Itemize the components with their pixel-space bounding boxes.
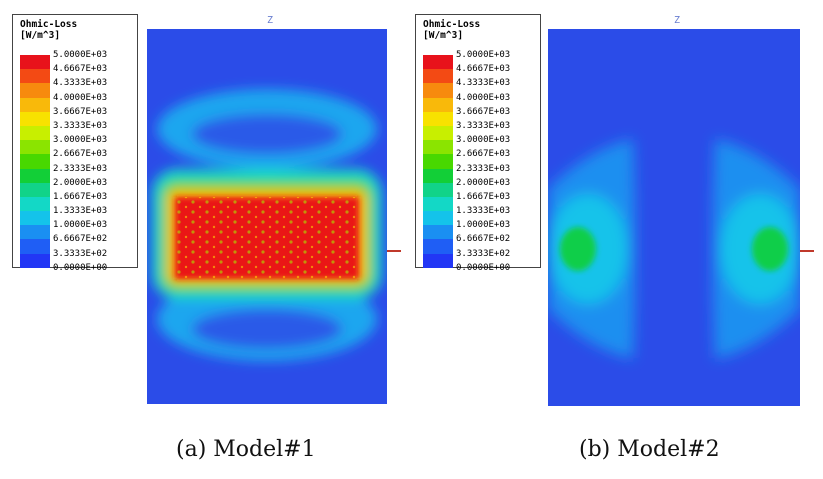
legend-swatch [423,211,453,226]
legend-label: 5.0000E+03 [53,50,108,60]
legend-labels: 5.0000E+03 4.6667E+03 4.3333E+03 4.0000E+03… [53,48,107,275]
legend-swatch [20,253,50,268]
legend-swatch [20,168,50,183]
legend-swatch [20,140,50,155]
field-plot-svg [548,29,800,406]
legend-label: 2.3333E+03 [456,163,511,174]
panel-model-2: Ohmic-Loss [W/m^3] 5.0000E+03 4.6667E+03 4… [411,0,822,479]
legend-label: 2.3333E+03 [53,163,108,174]
legend-label: 6.6667E+02 [53,234,108,245]
legend-swatch [423,196,453,212]
legend-label: 1.0000E+03 [456,220,511,231]
legend-swatch [423,154,453,169]
legend-swatch [423,182,453,197]
legend-label: 2.0000E+03 [53,177,108,188]
legend-swatch [423,253,453,268]
legend-label: 6.6667E+02 [456,234,511,245]
axis-tick-mark [387,250,401,252]
legend-label: 3.3333E+02 [456,248,511,259]
legend-label: 4.0000E+03 [53,92,108,103]
legend-label: 1.3333E+03 [456,206,511,217]
legend-swatch [423,111,453,126]
legend-model-2: Ohmic-Loss [W/m^3] 5.0000E+03 4.6667E+03 4… [415,14,541,273]
legend-swatches [423,55,453,268]
legend-label: 3.6667E+03 [53,106,108,117]
legend-label: 3.3333E+03 [456,120,511,131]
legend-label: 0.0000E+00 [456,262,511,273]
legend-label: 2.6667E+03 [53,149,108,160]
legend-label: 3.0000E+03 [53,135,108,146]
legend-swatch [20,97,50,112]
legend-label: 5.0000E+03 [456,50,511,60]
legend-label: 4.6667E+03 [53,64,108,75]
legend-swatch [423,83,453,98]
legend-label: 1.6667E+03 [456,191,511,202]
legend-swatch [423,55,453,70]
legend-swatch [20,125,50,141]
legend-swatch [423,168,453,183]
field-plot-model-1 [147,29,387,404]
legend-label: 1.0000E+03 [53,220,108,231]
legend-label: 2.6667E+03 [456,149,511,160]
legend-title: Ohmic-Loss [W/m^3] [423,19,480,41]
legend-swatch [20,83,50,98]
legend-label: 3.3333E+03 [53,120,108,131]
legend-swatch [20,69,50,84]
legend-label: 2.0000E+03 [456,177,511,188]
legend-title-line-1: Ohmic-Loss [20,19,78,30]
legend-labels: 5.0000E+03 4.6667E+03 4.3333E+03 4.0000E+03… [456,48,510,275]
legend-swatch [423,125,453,141]
panel-model-1: Ohmic-Loss [W/m^3] 5.0000E+03 4.6667E+03 4… [0,0,411,479]
legend-label: 0.0000E+00 [53,262,108,273]
legend-title: Ohmic-Loss [W/m^3] [20,19,77,41]
caption-model-1: (a) Model#1 [176,437,316,462]
legend-label: 1.6667E+03 [53,191,108,202]
field-plot-model-2 [548,29,800,406]
legend-label: 4.3333E+03 [53,78,108,89]
legend-swatch [20,111,50,126]
legend-swatch [20,55,50,70]
legend-label: 3.0000E+03 [456,135,511,146]
legend-swatch [20,182,50,197]
legend-title-line-2: [W/m^3] [20,30,61,41]
legend-swatch [20,154,50,169]
caption-model-2: (b) Model#2 [579,437,720,462]
axis-tick-mark [800,250,814,252]
legend-title-line-1: Ohmic-Loss [423,19,481,30]
legend-label: 3.3333E+02 [53,248,108,259]
legend-model-1: Ohmic-Loss [W/m^3] 5.0000E+03 4.6667E+03 4… [12,14,138,273]
legend-swatch [423,225,453,240]
legend-title-line-2: [W/m^3] [423,30,464,41]
legend-label: 4.6667E+03 [456,64,511,75]
z-axis-label: Z [674,15,681,26]
z-axis-label: Z [267,15,274,26]
legend-swatch [20,196,50,212]
legend-swatch [423,239,453,254]
legend-label: 4.0000E+03 [456,92,511,103]
legend-label: 1.3333E+03 [53,206,108,217]
legend-swatch [423,97,453,112]
legend-swatches [20,55,50,268]
legend-label: 4.3333E+03 [456,78,511,89]
legend-swatch [423,140,453,155]
legend-swatch [20,225,50,240]
field-plot-svg [147,29,387,404]
legend-label: 3.6667E+03 [456,106,511,117]
legend-swatch [423,69,453,84]
legend-swatch [20,239,50,254]
legend-swatch [20,211,50,226]
